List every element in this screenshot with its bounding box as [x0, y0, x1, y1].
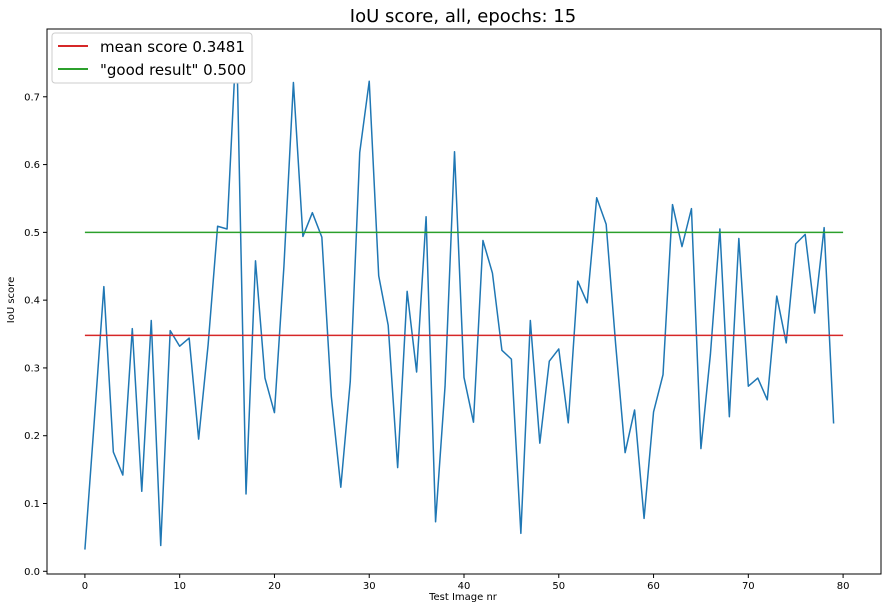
y-tick-label: 0.4	[24, 296, 40, 307]
y-axis: 0.0 0.1 0.2 0.3 0.4 0.5 0.6 0.7	[24, 92, 47, 578]
x-tick-label: 50	[552, 581, 565, 592]
legend-box	[51, 32, 253, 84]
x-tick-label: 20	[268, 581, 281, 592]
x-axis-label: Test Image nr	[428, 592, 498, 603]
y-tick-label: 0.0	[24, 567, 40, 578]
chart-title: IoU score, all, epochs: 15	[350, 6, 576, 27]
y-tick-label: 0.5	[24, 228, 40, 239]
x-tick-label: 60	[647, 581, 660, 592]
iou-score-line	[84, 35, 835, 550]
y-tick-label: 0.7	[24, 92, 40, 103]
x-tick-label: 10	[173, 581, 186, 592]
x-tick-label: 30	[363, 581, 376, 592]
legend-label-good-result: "good result" 0.500	[100, 61, 246, 79]
x-tick-label: 80	[837, 581, 850, 592]
y-tick-label: 0.2	[24, 431, 40, 442]
series-lines	[84, 35, 844, 550]
y-axis-label: IoU score	[6, 277, 17, 323]
legend: mean score 0.3481 "good result" 0.500	[51, 32, 253, 84]
x-tick-label: 40	[458, 581, 471, 592]
y-tick-label: 0.3	[24, 363, 40, 374]
x-tick-label: 70	[742, 581, 755, 592]
y-tick-label: 0.6	[24, 160, 40, 171]
y-tick-label: 0.1	[24, 499, 40, 510]
x-axis: 0 10 20 30 40 50 60 70 80	[82, 574, 850, 592]
x-tick-label: 0	[82, 581, 88, 592]
legend-label-mean: mean score 0.3481	[100, 38, 245, 56]
